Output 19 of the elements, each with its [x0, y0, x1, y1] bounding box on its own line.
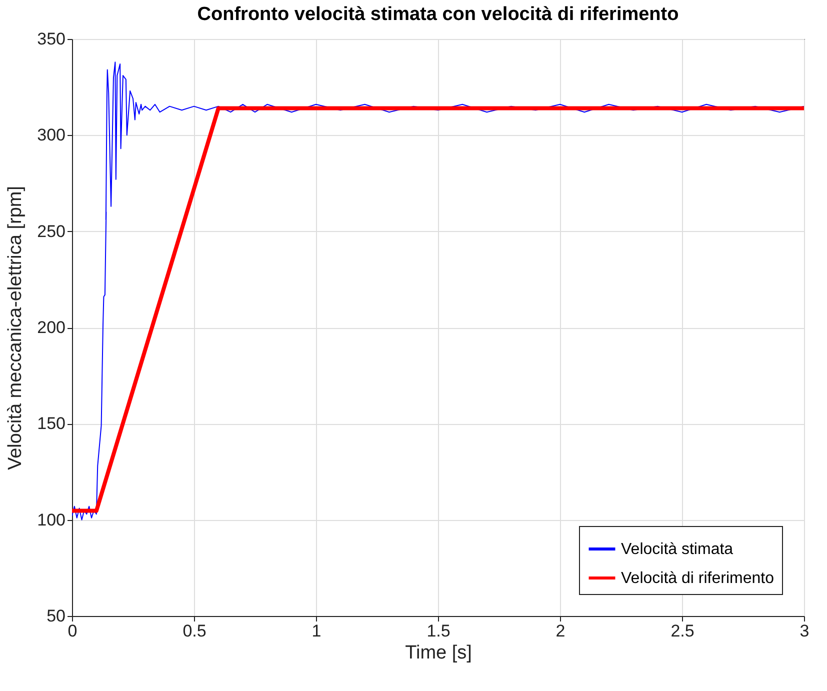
y-tick-label: 250 — [37, 222, 66, 241]
x-tick-label: 0 — [68, 622, 78, 640]
legend-label: Velocità stimata — [621, 541, 734, 558]
y-tick-label: 50 — [46, 606, 66, 626]
x-axis-title: Time [s] — [405, 642, 472, 664]
y-axis-title: Velocità meccanica-elettrica [rpm] — [5, 186, 26, 470]
y-tick-label: 350 — [37, 30, 66, 48]
y-tick-label: 300 — [37, 126, 66, 145]
x-tick-label: 2 — [556, 622, 566, 640]
y-tick-label: 150 — [37, 414, 66, 434]
x-tick-label: 1.5 — [426, 622, 450, 640]
x-tick-label: 1 — [312, 622, 322, 640]
legend-label: Velocità di riferimento — [621, 570, 774, 587]
x-tick-label: 0.5 — [182, 622, 206, 640]
x-tick-label: 2.5 — [670, 622, 694, 640]
chart-title: Confronto velocità stimata con velocità di riferimento — [197, 4, 679, 25]
y-tick-label: 100 — [37, 510, 66, 530]
x-tick-label: 3 — [800, 622, 810, 640]
y-tick-label: 200 — [37, 318, 66, 337]
